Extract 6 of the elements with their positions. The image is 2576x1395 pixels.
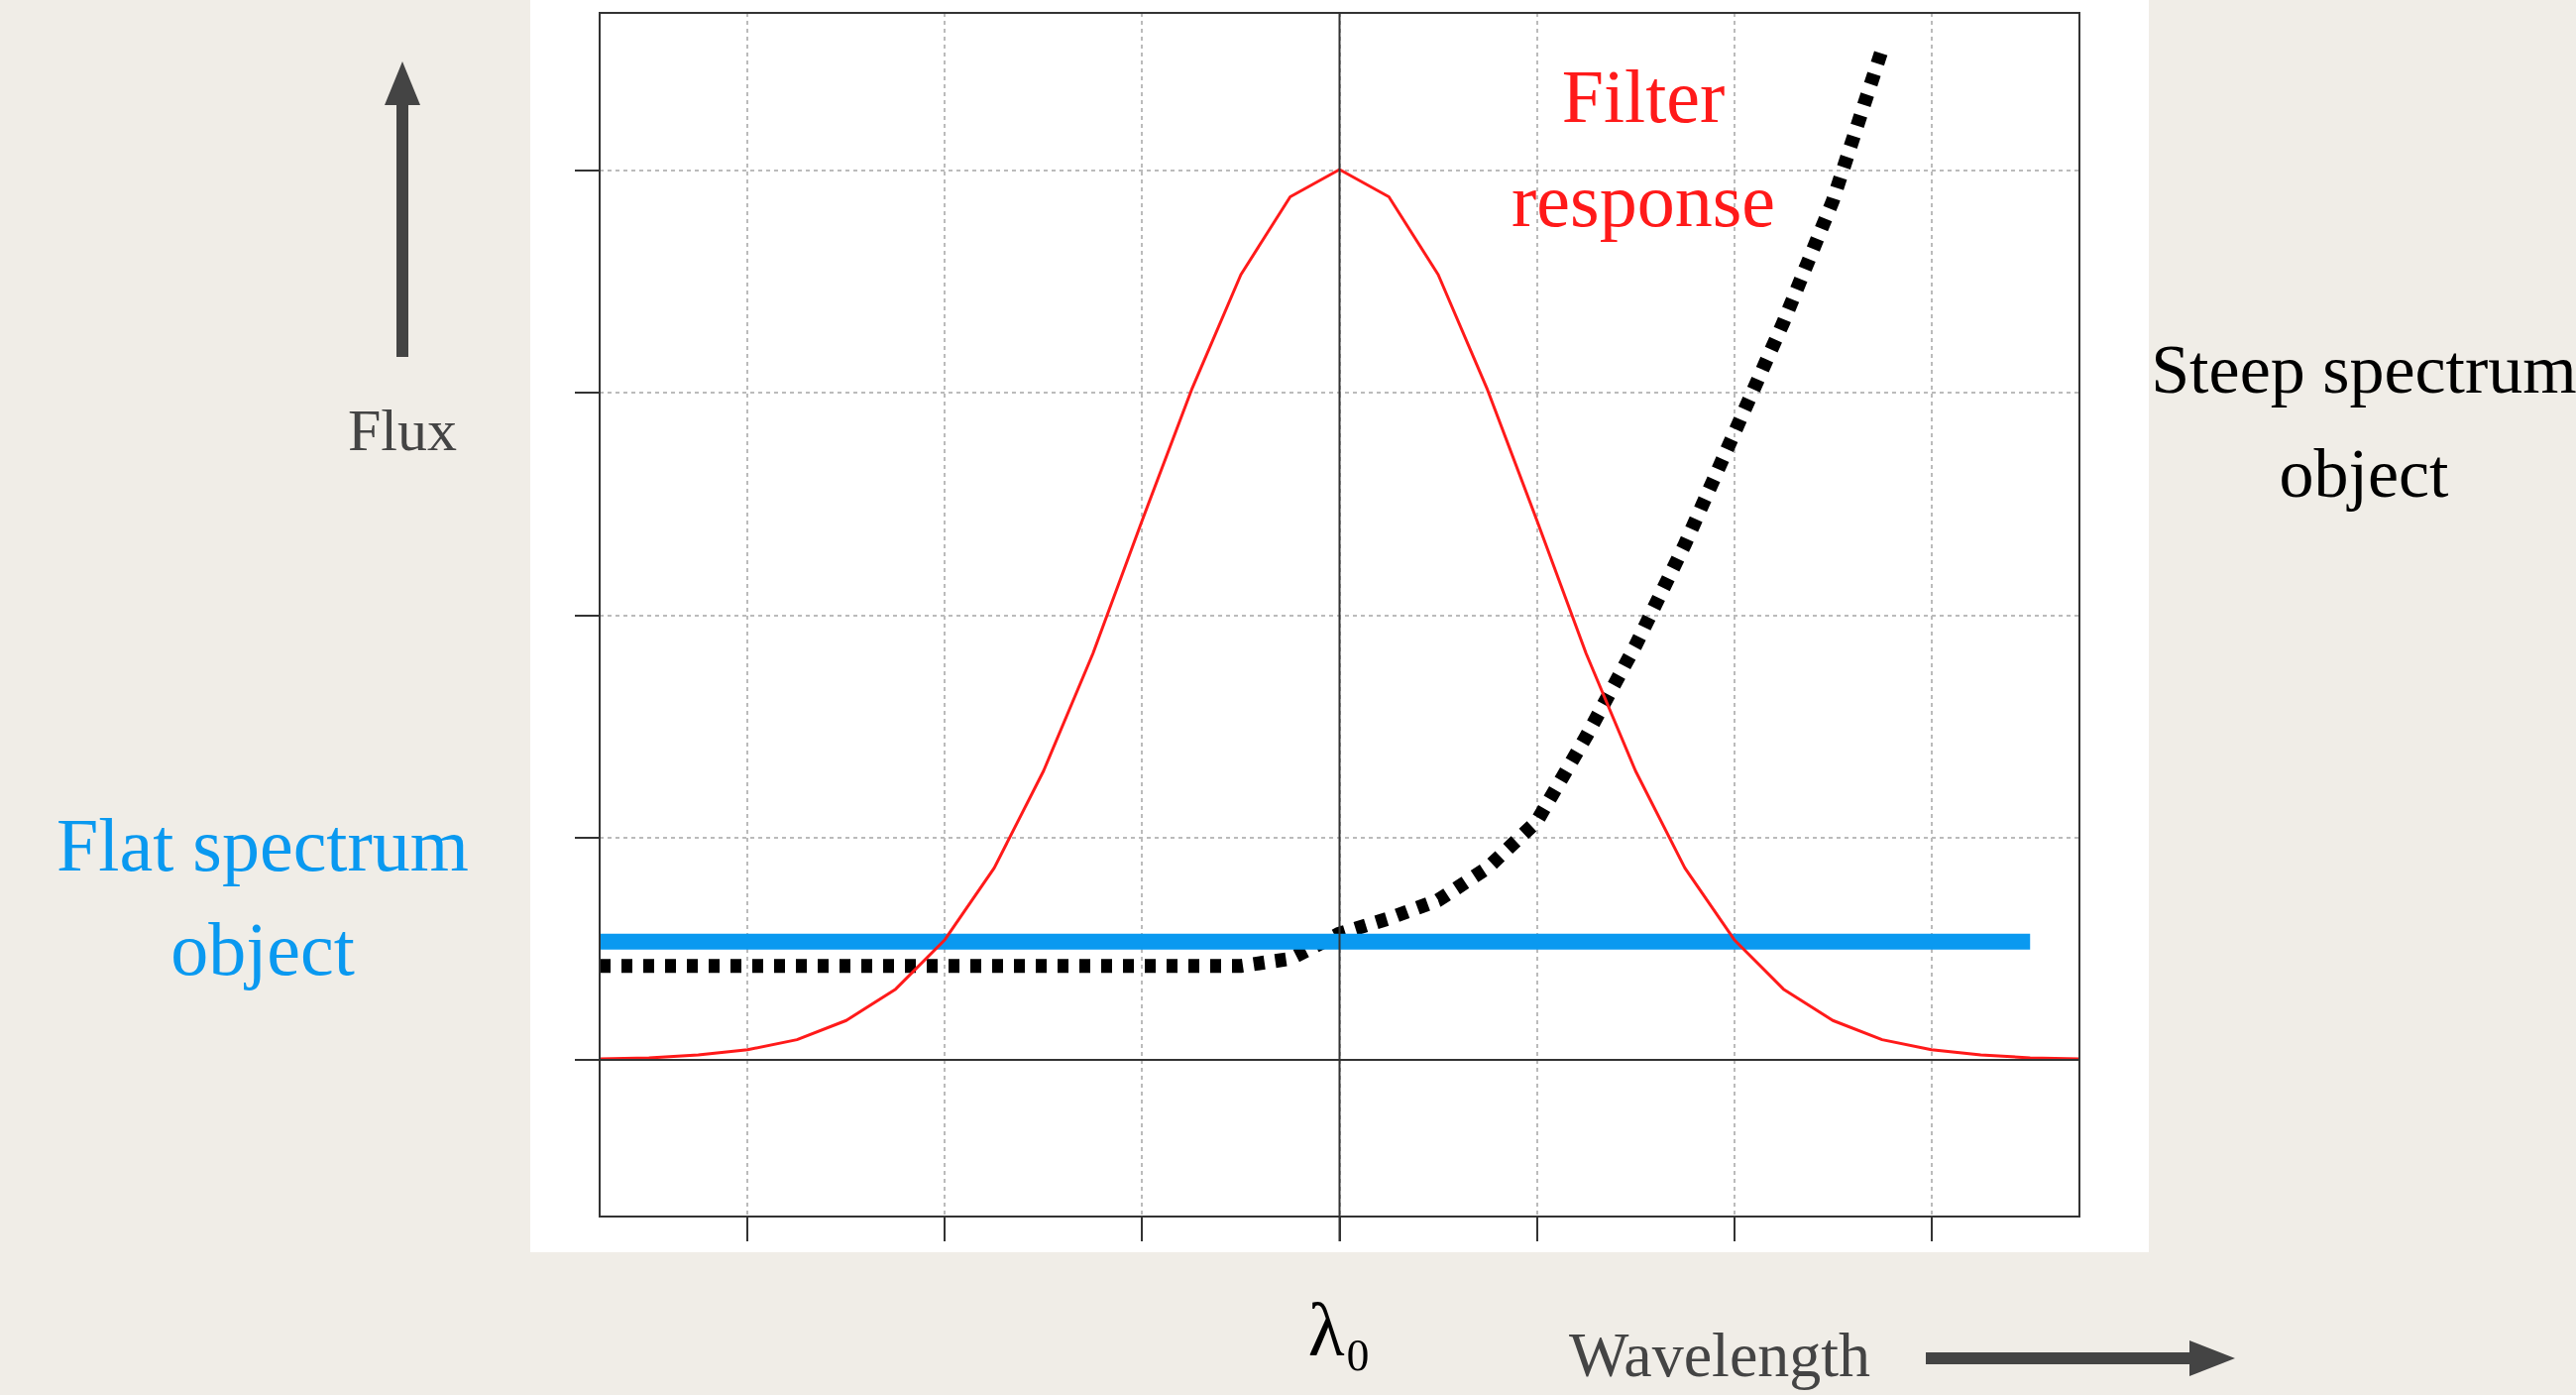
- x-axis-title: Wavelength: [1569, 1319, 1871, 1392]
- series-label: Filter response: [1511, 54, 1776, 244]
- y-axis-title: Flux: [347, 397, 458, 465]
- series-label: Flat spectrum object: [56, 802, 470, 992]
- text: Steep spectrum object: [2151, 330, 2576, 514]
- text: λ₀: [1307, 1288, 1372, 1371]
